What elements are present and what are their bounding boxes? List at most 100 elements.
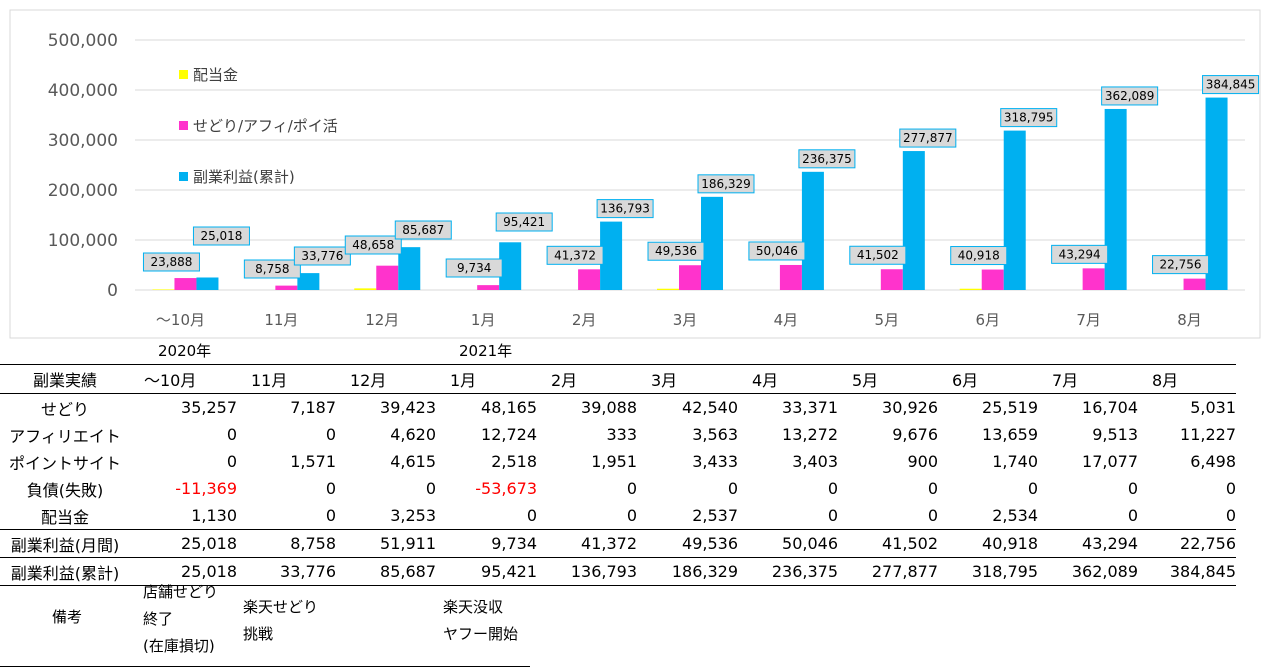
table-cell: 0 bbox=[1027, 479, 1038, 498]
sedori-data-label: 49,536 bbox=[647, 241, 705, 261]
table-cell: 2,534 bbox=[992, 506, 1038, 525]
sedori-data-label: 23,888 bbox=[142, 252, 200, 272]
table-cell: 277,877 bbox=[838, 557, 938, 586]
cumulative-bar bbox=[1205, 97, 1228, 290]
sedori-bar bbox=[981, 269, 1004, 290]
sedori-data-label-box bbox=[1152, 255, 1210, 275]
table-cell: 48,165 bbox=[481, 398, 537, 417]
row-label: ポイントサイト bbox=[8, 453, 121, 473]
table-cell: 51,911 bbox=[336, 529, 436, 558]
sedori-data-label: 40,918 bbox=[950, 246, 1008, 266]
x-tick-label: 3月 bbox=[673, 311, 698, 329]
notes-label: 備考 bbox=[52, 608, 83, 626]
table-row: ポイントサイト 0 1,571 4,615 2,518 1,951 3,433 3,403 90… bbox=[0, 448, 1236, 475]
cumulative-data-label-box bbox=[1202, 75, 1260, 95]
sedori-data-label-text: 50,046 bbox=[756, 244, 798, 258]
row-label: 負債(失敗) bbox=[26, 480, 104, 500]
sedori-data-label-text: 9,734 bbox=[457, 261, 491, 275]
table-cell: 41,372 bbox=[537, 529, 637, 558]
sedori-bar bbox=[174, 278, 197, 290]
table-cell: 0 bbox=[927, 479, 938, 498]
legend-swatch-cumulative bbox=[179, 172, 188, 181]
y-tick-label: 400,000 bbox=[48, 81, 118, 101]
table-row: 副業利益(月間) 25,018 8,758 51,911 9,734 41,372 49,5… bbox=[0, 529, 1236, 558]
x-tick-label: 2月 bbox=[572, 311, 597, 329]
sedori-data-label-text: 48,658 bbox=[352, 238, 394, 252]
note-oct: 店舗せどり 終了 (在庫損切) bbox=[143, 579, 218, 660]
cumulative-bar bbox=[499, 242, 522, 290]
table-row: 副業利益(累計) 25,018 33,776 85,687 95,421 136,793 1… bbox=[0, 557, 1236, 586]
x-axis: ～10月 11月 12月 1月 2月 3月 4月 5月 6月 7月 8月 bbox=[156, 311, 1202, 329]
sedori-data-label-box bbox=[344, 235, 402, 255]
table-cell: 0 bbox=[626, 506, 637, 525]
cumulative-data-label-text: 362,089 bbox=[1105, 89, 1155, 103]
table-header-month: 5月 bbox=[838, 364, 938, 394]
sedori-data-label-box bbox=[647, 241, 705, 261]
cumulative-data-label-box bbox=[798, 149, 856, 169]
table-header-month: 2月 bbox=[537, 364, 637, 394]
sedori-data-label-text: 40,918 bbox=[958, 249, 1000, 263]
x-tick-label: 6月 bbox=[975, 311, 1000, 329]
table-cell: 0 bbox=[325, 479, 336, 498]
cumulative-bar bbox=[196, 277, 219, 290]
sedori-data-label: 22,756 bbox=[1152, 255, 1210, 275]
cumulative-data-label-box bbox=[192, 226, 250, 246]
table-cell: 3,253 bbox=[390, 506, 436, 525]
table-cell: 362,089 bbox=[1038, 557, 1138, 586]
cumulative-data-label-text: 33,776 bbox=[301, 249, 343, 263]
table-cell: 318,795 bbox=[938, 557, 1038, 586]
sedori-data-label-box bbox=[950, 246, 1008, 266]
legend-swatch-sedori bbox=[179, 121, 188, 130]
cumulative-data-label: 25,018 bbox=[192, 226, 250, 246]
table-cell: 39,423 bbox=[380, 398, 436, 417]
table-cell: 5,031 bbox=[1190, 398, 1236, 417]
table-cell: 8,758 bbox=[237, 529, 336, 558]
cumulative-data-label-box bbox=[1000, 108, 1058, 128]
y-tick-label: 200,000 bbox=[48, 181, 118, 201]
table-cell: 39,088 bbox=[581, 398, 637, 417]
table-header-label: 副業実績 bbox=[0, 364, 130, 394]
sedori-data-label-box bbox=[849, 245, 907, 265]
table-cell: 3,403 bbox=[792, 452, 838, 471]
table-cell: 0 bbox=[226, 452, 237, 471]
cumulative-bar bbox=[801, 171, 824, 290]
cumulative-bar bbox=[701, 196, 723, 290]
x-tick-label: 1月 bbox=[471, 311, 496, 329]
sedori-data-label-text: 49,536 bbox=[655, 244, 697, 258]
cumulative-data-label-box bbox=[697, 174, 755, 194]
dividend-bar bbox=[354, 288, 377, 290]
row-label: 副業利益(累計) bbox=[0, 557, 130, 586]
table-header-row: 副業実績 ～10月 11月 12月 1月 2月 3月 4月 5月 6月 7月 8月 bbox=[0, 364, 1236, 394]
table-cell: 0 bbox=[927, 506, 938, 525]
x-tick-label: 12月 bbox=[365, 311, 399, 329]
table-cell: 22,756 bbox=[1138, 529, 1236, 558]
y-tick-label: 500,000 bbox=[48, 31, 118, 51]
cumulative-data-label-box bbox=[899, 128, 957, 148]
cumulative-data-label-box bbox=[596, 199, 654, 219]
table-cell: 0 bbox=[226, 425, 237, 444]
legend-label-sedori: せどり/アフィ/ポイ活 bbox=[193, 117, 338, 135]
sedori-bar bbox=[679, 265, 701, 290]
note-feb-line: ヤフー開始 bbox=[443, 625, 519, 643]
cumulative-data-label-text: 236,375 bbox=[802, 152, 852, 166]
cumulative-data-label: 384,845 bbox=[1202, 75, 1260, 95]
sedori-data-label-text: 23,888 bbox=[150, 255, 192, 269]
dividend-bar bbox=[959, 288, 982, 290]
table-cell: 1,571 bbox=[290, 452, 336, 471]
sedori-data-label-box bbox=[748, 241, 806, 261]
cumulative-data-label-text: 277,877 bbox=[903, 131, 953, 145]
notes-section: 備考 店舗せどり 終了 (在庫損切) 楽天せどり 挑戦 楽天没収 ヤフー開始 bbox=[0, 583, 530, 667]
note-feb: 楽天没収 ヤフー開始 bbox=[443, 594, 518, 648]
table-cell: 7,187 bbox=[290, 398, 336, 417]
table-cell: 0 bbox=[1225, 479, 1236, 498]
table-cell: 40,918 bbox=[938, 529, 1038, 558]
table-cell: 136,793 bbox=[537, 557, 637, 586]
table-cell: 1,740 bbox=[992, 452, 1038, 471]
legend-label-dividend: 配当金 bbox=[193, 66, 238, 84]
note-oct-line: (在庫損切) bbox=[143, 637, 215, 655]
cumulative-data-label-text: 318,795 bbox=[1004, 111, 1054, 125]
table-row: せどり 35,257 7,187 39,423 48,165 39,088 42,540 33… bbox=[0, 394, 1236, 422]
x-tick-label: 5月 bbox=[875, 311, 900, 329]
sedori-data-label: 50,046 bbox=[748, 241, 806, 261]
note-dec-line: 挑戦 bbox=[243, 625, 274, 643]
